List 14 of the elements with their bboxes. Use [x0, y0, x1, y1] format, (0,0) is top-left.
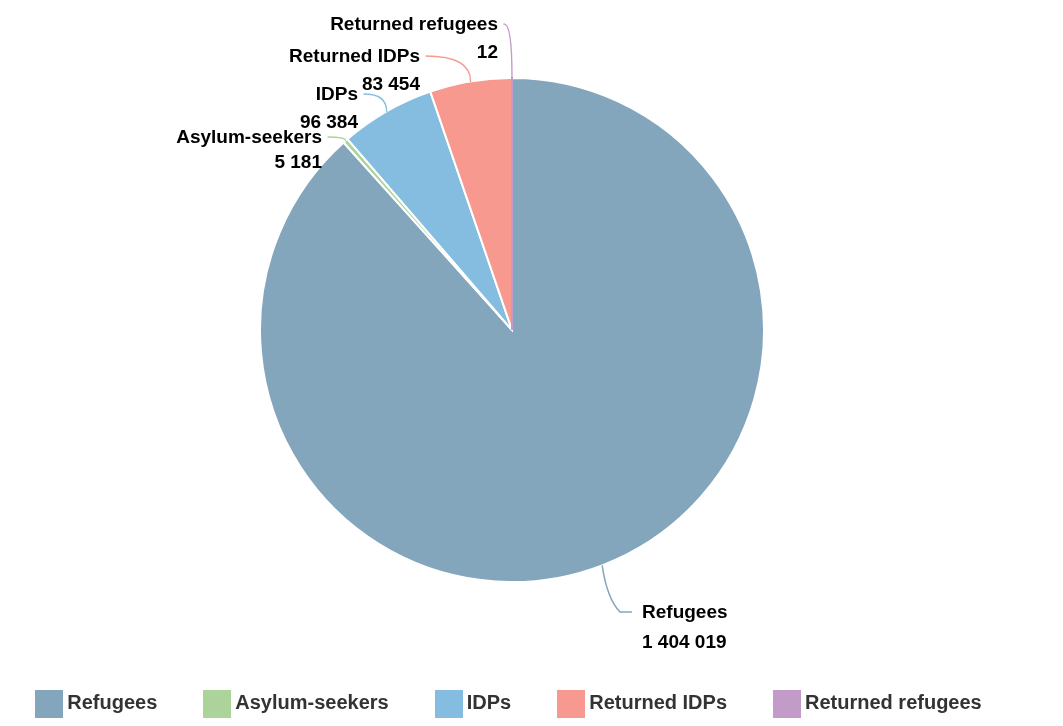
data-label: 83 454	[361, 73, 421, 94]
data-label: 5 181	[274, 151, 323, 172]
legend-label: Refugees	[67, 691, 158, 714]
slice-label: IDPs	[315, 83, 358, 104]
data-label: 96 384	[299, 111, 359, 132]
data-label: 12	[476, 41, 498, 62]
legend-label: IDPs	[466, 691, 512, 714]
slice-label: Returned IDPs	[289, 45, 420, 66]
legend-label: Asylum-seekers	[235, 691, 389, 714]
legend-label: Returned IDPs	[589, 691, 728, 714]
slice-label: Refugees	[642, 601, 728, 623]
slice-label: Returned refugees	[330, 13, 498, 34]
data-label: 1 404 019	[642, 631, 727, 653]
legend-label: Returned refugees	[805, 691, 982, 714]
